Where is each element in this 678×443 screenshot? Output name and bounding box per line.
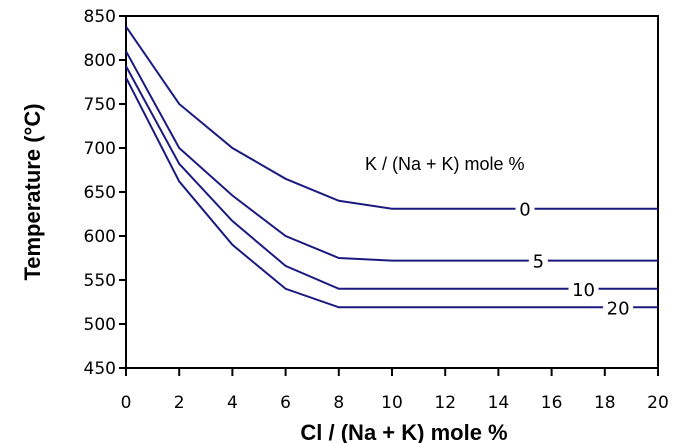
series-label-bg <box>568 278 599 299</box>
x-tick-label: 14 <box>488 393 510 413</box>
x-tick-label: 16 <box>541 393 563 413</box>
y-tick-label: 500 <box>84 315 116 335</box>
x-tick-label: 10 <box>381 393 403 413</box>
series-layer: 0 5 10 20 <box>125 25 658 319</box>
x-tick-label: 8 <box>333 393 344 413</box>
y-tick-label: 650 <box>84 183 116 203</box>
series-line-10 <box>125 65 658 290</box>
y-tick-label: 550 <box>84 271 116 291</box>
x-tick-label: 4 <box>227 393 238 413</box>
series-label-10: 10 <box>572 280 595 301</box>
series-label-20: 20 <box>607 298 630 319</box>
y-tick-label: 850 <box>84 7 116 27</box>
series-legend-title: K / (Na + K) mole % <box>365 154 525 174</box>
y-tick-label: 450 <box>84 359 116 379</box>
series-line-0 <box>125 25 658 210</box>
x-tick-label: 20 <box>647 393 669 413</box>
series-label-0: 0 <box>519 200 530 221</box>
y-tick-label: 800 <box>84 51 116 71</box>
y-axis-title: Temperature (°C) <box>20 103 45 280</box>
x-tick-label: 6 <box>280 393 291 413</box>
series-label-5: 5 <box>533 252 544 273</box>
x-tick-label: 0 <box>121 393 132 413</box>
series-label-bg <box>515 198 535 219</box>
x-tick-label: 12 <box>434 393 456 413</box>
x-tick-label: 18 <box>594 393 616 413</box>
y-tick-label: 750 <box>84 95 116 115</box>
series-label-bg <box>528 250 548 271</box>
x-axis-title: Cl / (Na + K) mole % <box>300 420 507 443</box>
tick-layer: 450 500 550 600 650 700 750 800 850 0 2 4 6 8 10 12 14 16… <box>84 7 669 413</box>
y-tick-label: 600 <box>84 227 116 247</box>
series-line-5 <box>125 50 658 262</box>
x-tick-label: 2 <box>174 393 185 413</box>
y-tick-label: 700 <box>84 139 116 159</box>
series-label-bg <box>603 297 634 318</box>
series-line-20 <box>125 77 658 309</box>
